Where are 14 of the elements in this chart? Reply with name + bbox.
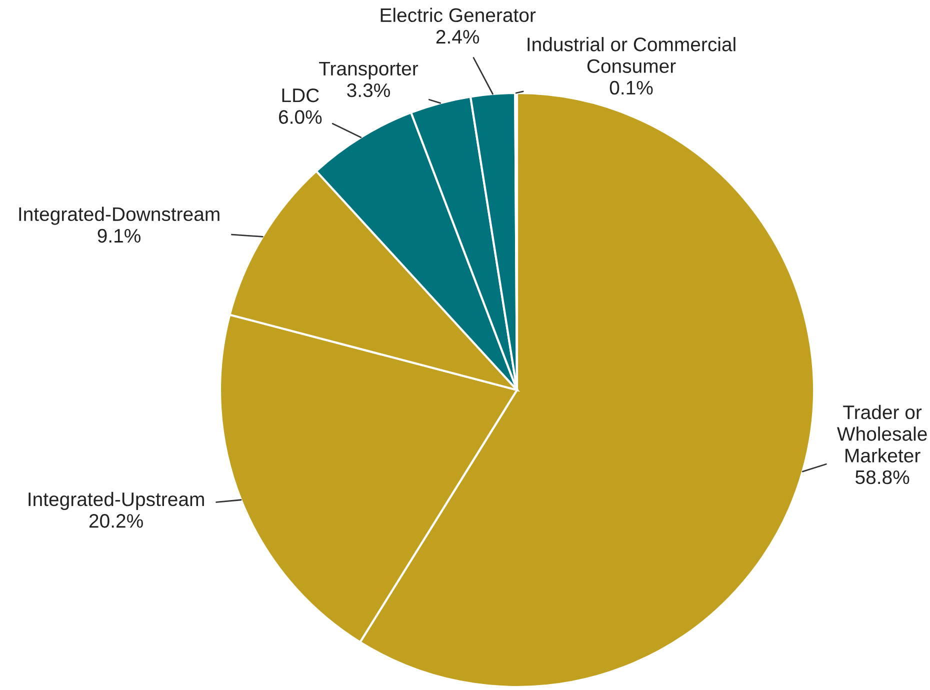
slice-label: Transporter: [319, 62, 418, 80]
slice-label: Industrial or Commercial Consumer: [528, 37, 736, 73]
slice-label: Integrated-Downstream: [19, 206, 220, 225]
data-label: 0.1%: [610, 80, 653, 95]
data-label: 9.1%: [98, 228, 140, 243]
slice-label: LDC: [282, 88, 319, 102]
slice-label: Integrated-Upstream: [28, 492, 204, 510]
data-label: 2.4%: [436, 30, 480, 44]
data-label: 6.0%: [279, 110, 322, 124]
slice-label: Electric Generator: [380, 8, 536, 22]
data-label: 20.2%: [89, 514, 143, 528]
data-label: 3.3%: [347, 83, 390, 98]
data-label: 58.8%: [856, 470, 910, 484]
slice-label: Trader or Wholesale Marketer: [837, 404, 927, 462]
